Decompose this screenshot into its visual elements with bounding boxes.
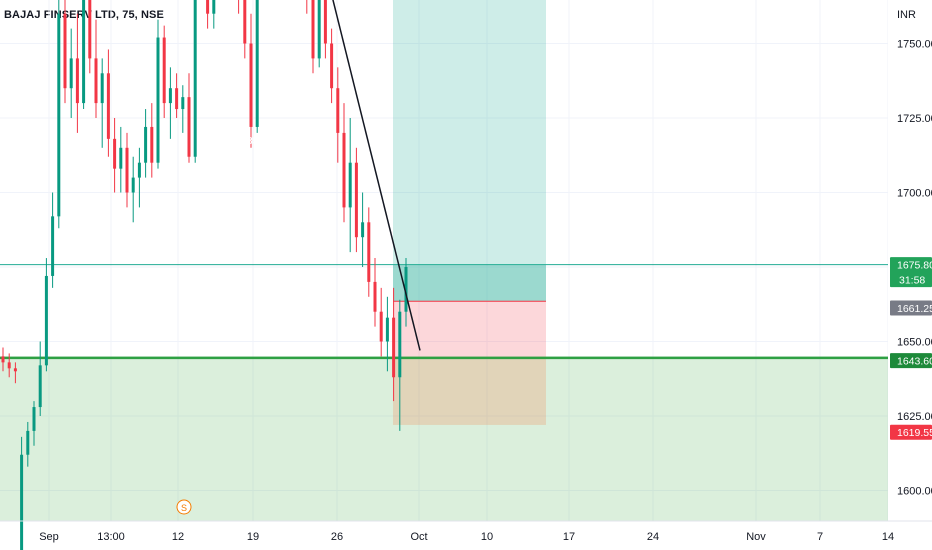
- measure-label: 22.35 (1.24%) 447: [233, 136, 316, 147]
- candle-body: [75, 58, 79, 104]
- candle-body: [88, 0, 92, 59]
- price-tag-label: 1661.25: [897, 303, 932, 315]
- candle-body: [44, 275, 48, 366]
- x-tick-label: Oct: [410, 531, 427, 543]
- price-tag-label: 1619.55: [897, 427, 932, 439]
- y-tick-label: 1600.00: [897, 486, 932, 498]
- price-tag: [890, 424, 932, 440]
- candle-body: [193, 0, 197, 157]
- candle-body: [100, 73, 104, 104]
- candle-body: [243, 0, 247, 44]
- candle-body: [361, 222, 365, 238]
- candle-body: [150, 126, 154, 163]
- y-tick-label: 1725.00: [897, 113, 932, 125]
- candle-body: [32, 407, 36, 431]
- x-tick-label: 7: [817, 531, 823, 543]
- x-tick-label: 24: [647, 531, 659, 543]
- position-target-zone: [393, 0, 546, 265]
- candle-body: [342, 132, 346, 208]
- candle-body: [63, 13, 67, 89]
- candle-body: [144, 126, 148, 163]
- candle-body: [336, 88, 340, 133]
- candle-body: [398, 311, 402, 378]
- candle-body: [249, 43, 253, 127]
- candle-body: [69, 58, 73, 89]
- dividend-marker-label: S: [181, 503, 187, 513]
- price-tag-sub: 31:58: [899, 275, 925, 287]
- candle-body: [57, 13, 61, 217]
- x-tick-label: 19: [247, 531, 259, 543]
- candle-body: [125, 147, 129, 193]
- candle-body: [367, 222, 371, 282]
- candle-body: [373, 281, 377, 312]
- price-tag-label: 1675.80: [897, 260, 932, 272]
- position-stop-lower: [393, 356, 546, 425]
- dividend-marker: [176, 499, 192, 515]
- price-tag: [890, 257, 932, 288]
- candle-body: [317, 0, 321, 59]
- candle-body: [311, 0, 315, 59]
- x-tick-label: 10: [481, 531, 493, 543]
- x-tick-label: 13:00: [97, 531, 125, 543]
- candle-body: [175, 88, 179, 110]
- candle-body: [385, 317, 389, 342]
- candle-body: [51, 216, 55, 276]
- position-stop-zone: [393, 301, 546, 357]
- candle-body: [94, 58, 98, 104]
- candle-body: [187, 97, 191, 157]
- trendline: [332, 0, 421, 351]
- x-tick-label: Nov: [746, 531, 766, 543]
- candle-body: [20, 454, 24, 550]
- candle-body: [330, 43, 334, 89]
- candle-body: [379, 311, 383, 342]
- candle-body: [354, 162, 358, 238]
- candle-body: [7, 362, 11, 369]
- candle-body: [206, 0, 210, 14]
- y-tick-label: 1700.00: [897, 188, 932, 200]
- y-tick-label: 1650.00: [897, 337, 932, 349]
- position-profit-fill: [393, 264, 546, 302]
- candle-body: [212, 0, 216, 14]
- price-tag-label: 1643.60: [897, 356, 932, 368]
- x-tick-label: Sep: [39, 531, 59, 543]
- candle-body: [119, 147, 123, 169]
- currency-label: INR: [897, 9, 916, 21]
- x-tick-label: 17: [563, 531, 575, 543]
- price-tag: [890, 353, 932, 369]
- price-tag: [890, 300, 932, 316]
- y-tick-label: 1625.00: [897, 411, 932, 423]
- candle-body: [1, 356, 5, 363]
- candle-body: [348, 162, 352, 208]
- candle-body: [106, 73, 110, 139]
- candle-body: [131, 177, 135, 193]
- candle-body: [162, 37, 166, 104]
- candle-body: [82, 0, 86, 104]
- x-tick-label: 26: [331, 531, 343, 543]
- candle-body: [26, 430, 30, 455]
- y-tick-label: 1750.00: [897, 39, 932, 51]
- candle-body: [137, 162, 141, 178]
- candle-body: [168, 88, 172, 104]
- candle-body: [404, 267, 408, 312]
- candle-body: [181, 97, 185, 110]
- demand-zone: [0, 356, 888, 521]
- candle-body: [392, 317, 396, 378]
- candle-body: [113, 138, 117, 169]
- candle-body: [323, 0, 327, 44]
- x-tick-label: 12: [172, 531, 184, 543]
- candle-body: [13, 368, 17, 372]
- x-tick-label: 14: [882, 531, 894, 543]
- candle-body: [38, 365, 42, 408]
- candle-body: [255, 0, 259, 127]
- candle-body: [156, 37, 160, 163]
